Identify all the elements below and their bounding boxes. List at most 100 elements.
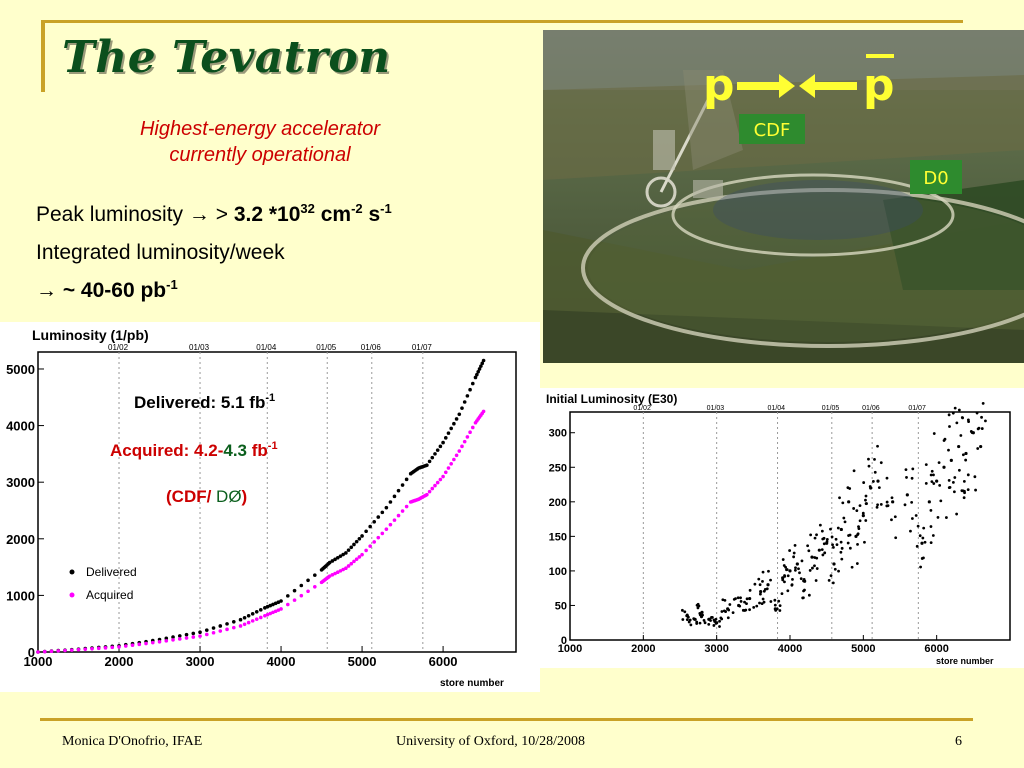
period-label: 01/05 xyxy=(316,343,337,352)
delivered-point xyxy=(349,545,354,550)
data-point xyxy=(948,485,952,489)
bullet-exponent: -1 xyxy=(166,277,178,292)
subtitle-line-2: currently operational xyxy=(169,144,351,166)
data-point xyxy=(839,550,843,554)
data-point xyxy=(904,468,908,471)
data-point xyxy=(922,556,925,560)
data-point xyxy=(712,624,716,627)
delivered-point xyxy=(438,444,443,449)
data-point xyxy=(873,470,877,474)
cdf-label-box: CDF xyxy=(739,114,805,144)
data-point xyxy=(781,578,785,582)
acquired-point xyxy=(299,593,304,598)
data-point xyxy=(811,566,814,570)
bullet-integrated-luminosity: Integrated luminosity/week xyxy=(36,241,285,264)
data-point xyxy=(818,523,822,527)
data-point xyxy=(739,596,742,600)
data-point xyxy=(833,567,837,571)
data-point xyxy=(951,411,955,415)
data-point xyxy=(827,578,831,582)
acquired-point xyxy=(164,639,169,643)
acquired-point xyxy=(354,557,359,561)
y-tick-label: 0 xyxy=(28,645,35,660)
data-point xyxy=(953,476,957,479)
data-point xyxy=(864,519,868,522)
data-point xyxy=(695,620,699,624)
delivered-point xyxy=(286,594,290,598)
x-tick-label: 6000 xyxy=(924,643,948,655)
data-point xyxy=(815,567,819,570)
data-point xyxy=(915,544,919,548)
data-point xyxy=(976,447,980,450)
data-point xyxy=(867,457,870,461)
data-point xyxy=(745,602,748,606)
data-point xyxy=(799,577,803,581)
data-point xyxy=(920,541,924,545)
delivered-point xyxy=(462,400,467,404)
delivered-point xyxy=(481,358,486,363)
acquired-point xyxy=(36,650,40,654)
delivered-point xyxy=(238,617,243,622)
data-point xyxy=(762,589,766,593)
acquired-point xyxy=(271,610,275,615)
delivered-point xyxy=(357,536,362,541)
data-point xyxy=(703,621,707,625)
data-point xyxy=(966,473,970,477)
data-point xyxy=(914,514,918,517)
data-point xyxy=(879,503,883,506)
delivered-point xyxy=(335,555,340,560)
data-point xyxy=(808,569,812,572)
data-point xyxy=(726,616,730,620)
data-point xyxy=(930,469,934,473)
period-label: 01/02 xyxy=(633,405,651,412)
y-tick-label: 300 xyxy=(549,428,567,440)
delivered-point xyxy=(341,552,345,557)
bullet-value: ~ 40-60 pb xyxy=(57,279,167,302)
data-point xyxy=(794,566,797,570)
data-point xyxy=(731,611,735,615)
svg-text:CDF: CDF xyxy=(754,120,791,141)
data-point xyxy=(922,526,926,530)
acquired-point xyxy=(279,607,283,611)
delivered-point xyxy=(346,548,351,552)
delivered-point xyxy=(460,406,464,410)
data-point xyxy=(852,507,856,510)
acquired-point xyxy=(404,504,409,509)
delivered-point xyxy=(171,635,175,639)
data-point xyxy=(720,610,724,613)
acquired-point xyxy=(218,629,223,633)
acquired-point xyxy=(268,611,273,616)
data-point xyxy=(769,600,773,603)
acquired-point xyxy=(333,571,337,576)
footer-rule xyxy=(40,718,973,721)
acquired-point xyxy=(341,567,345,572)
data-point xyxy=(793,544,797,547)
data-point xyxy=(807,549,811,553)
acquired-point xyxy=(83,647,88,652)
delivered-point xyxy=(204,628,209,632)
data-point xyxy=(797,567,800,571)
data-point xyxy=(939,499,943,503)
data-point xyxy=(702,618,706,622)
legend-label-acquired: Acquired xyxy=(86,588,133,602)
acquired-point xyxy=(306,589,310,594)
acquired-point xyxy=(427,489,432,494)
data-point xyxy=(714,621,718,625)
data-point xyxy=(855,562,859,565)
title-accent-bar xyxy=(41,20,45,92)
data-point xyxy=(885,476,889,480)
delivered-point xyxy=(435,448,440,452)
acquired-point xyxy=(117,645,121,649)
acquired-point xyxy=(388,522,393,527)
data-point xyxy=(793,568,797,572)
acquired-point xyxy=(242,622,247,627)
bullet-unit: cm xyxy=(314,203,352,226)
delivered-point xyxy=(473,375,478,380)
annotation-delivered: Delivered: 5.1 fb-1 xyxy=(134,392,275,412)
data-point xyxy=(791,577,794,581)
data-point xyxy=(783,580,786,584)
data-point xyxy=(942,465,946,469)
data-point xyxy=(910,476,914,480)
data-point xyxy=(879,461,883,465)
data-point xyxy=(961,453,965,457)
